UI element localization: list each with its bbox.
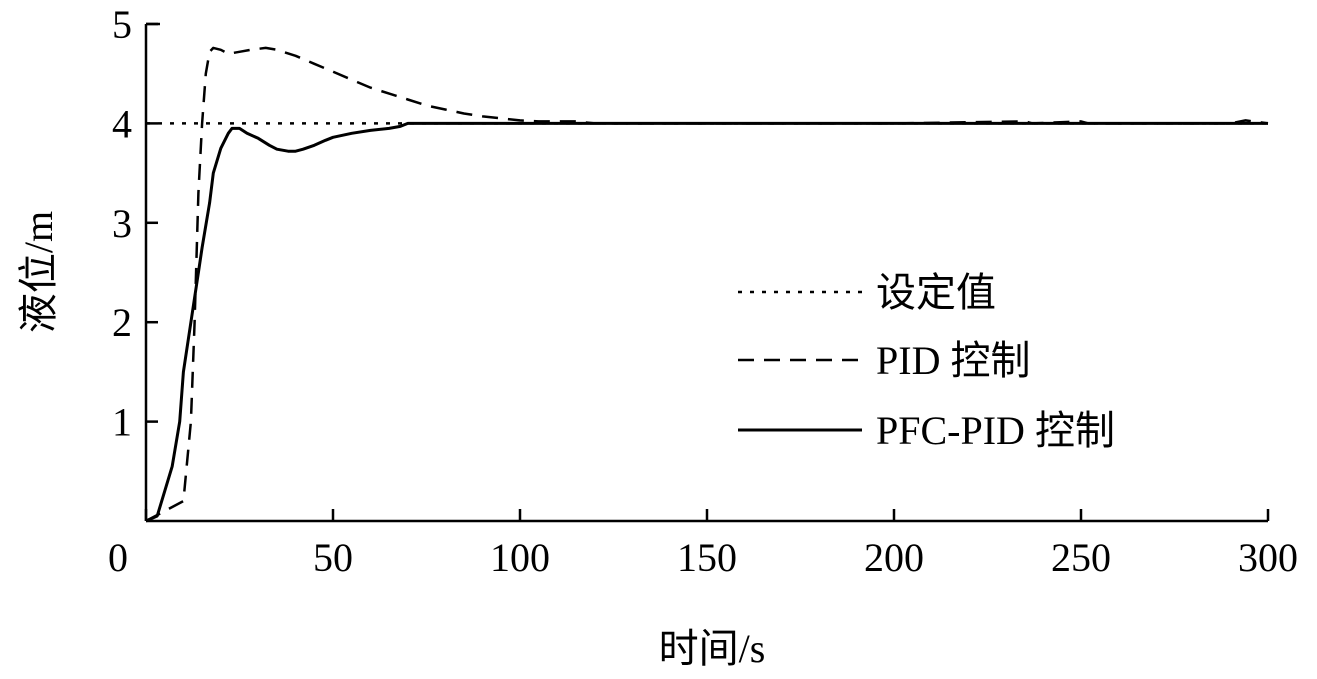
legend-label-2: PFC-PID 控制 <box>876 408 1115 453</box>
x-tick-label-200: 200 <box>864 535 924 580</box>
series-line-2 <box>145 121 1268 523</box>
series-layer <box>145 46 1269 523</box>
x-tick-label-50: 50 <box>313 535 353 580</box>
x-tick-label-250: 250 <box>1051 535 1111 580</box>
y-tick-label-1: 1 <box>112 400 132 445</box>
y-tick-label-5: 5 <box>112 2 132 47</box>
legend-label-1: PID 控制 <box>876 338 1030 383</box>
legend-label-0: 设定值 <box>876 270 996 315</box>
y-tick-label-2: 2 <box>112 300 132 345</box>
x-axis-label: 时间/s <box>659 626 766 671</box>
x-tick-label-100: 100 <box>490 535 550 580</box>
x-tick-label-150: 150 <box>677 535 737 580</box>
legend: 设定值 PID 控制 PFC-PID 控制 <box>738 270 1115 453</box>
axes: 0 50 100 150 200 250 300 1 2 3 4 5 <box>108 2 1298 580</box>
x-tick-label-0: 0 <box>108 535 128 580</box>
y-axis-label: 液位/m <box>16 211 61 333</box>
x-tick-label-300: 300 <box>1238 535 1298 580</box>
y-tick-label-4: 4 <box>112 101 132 146</box>
y-tick-label-3: 3 <box>112 201 132 246</box>
